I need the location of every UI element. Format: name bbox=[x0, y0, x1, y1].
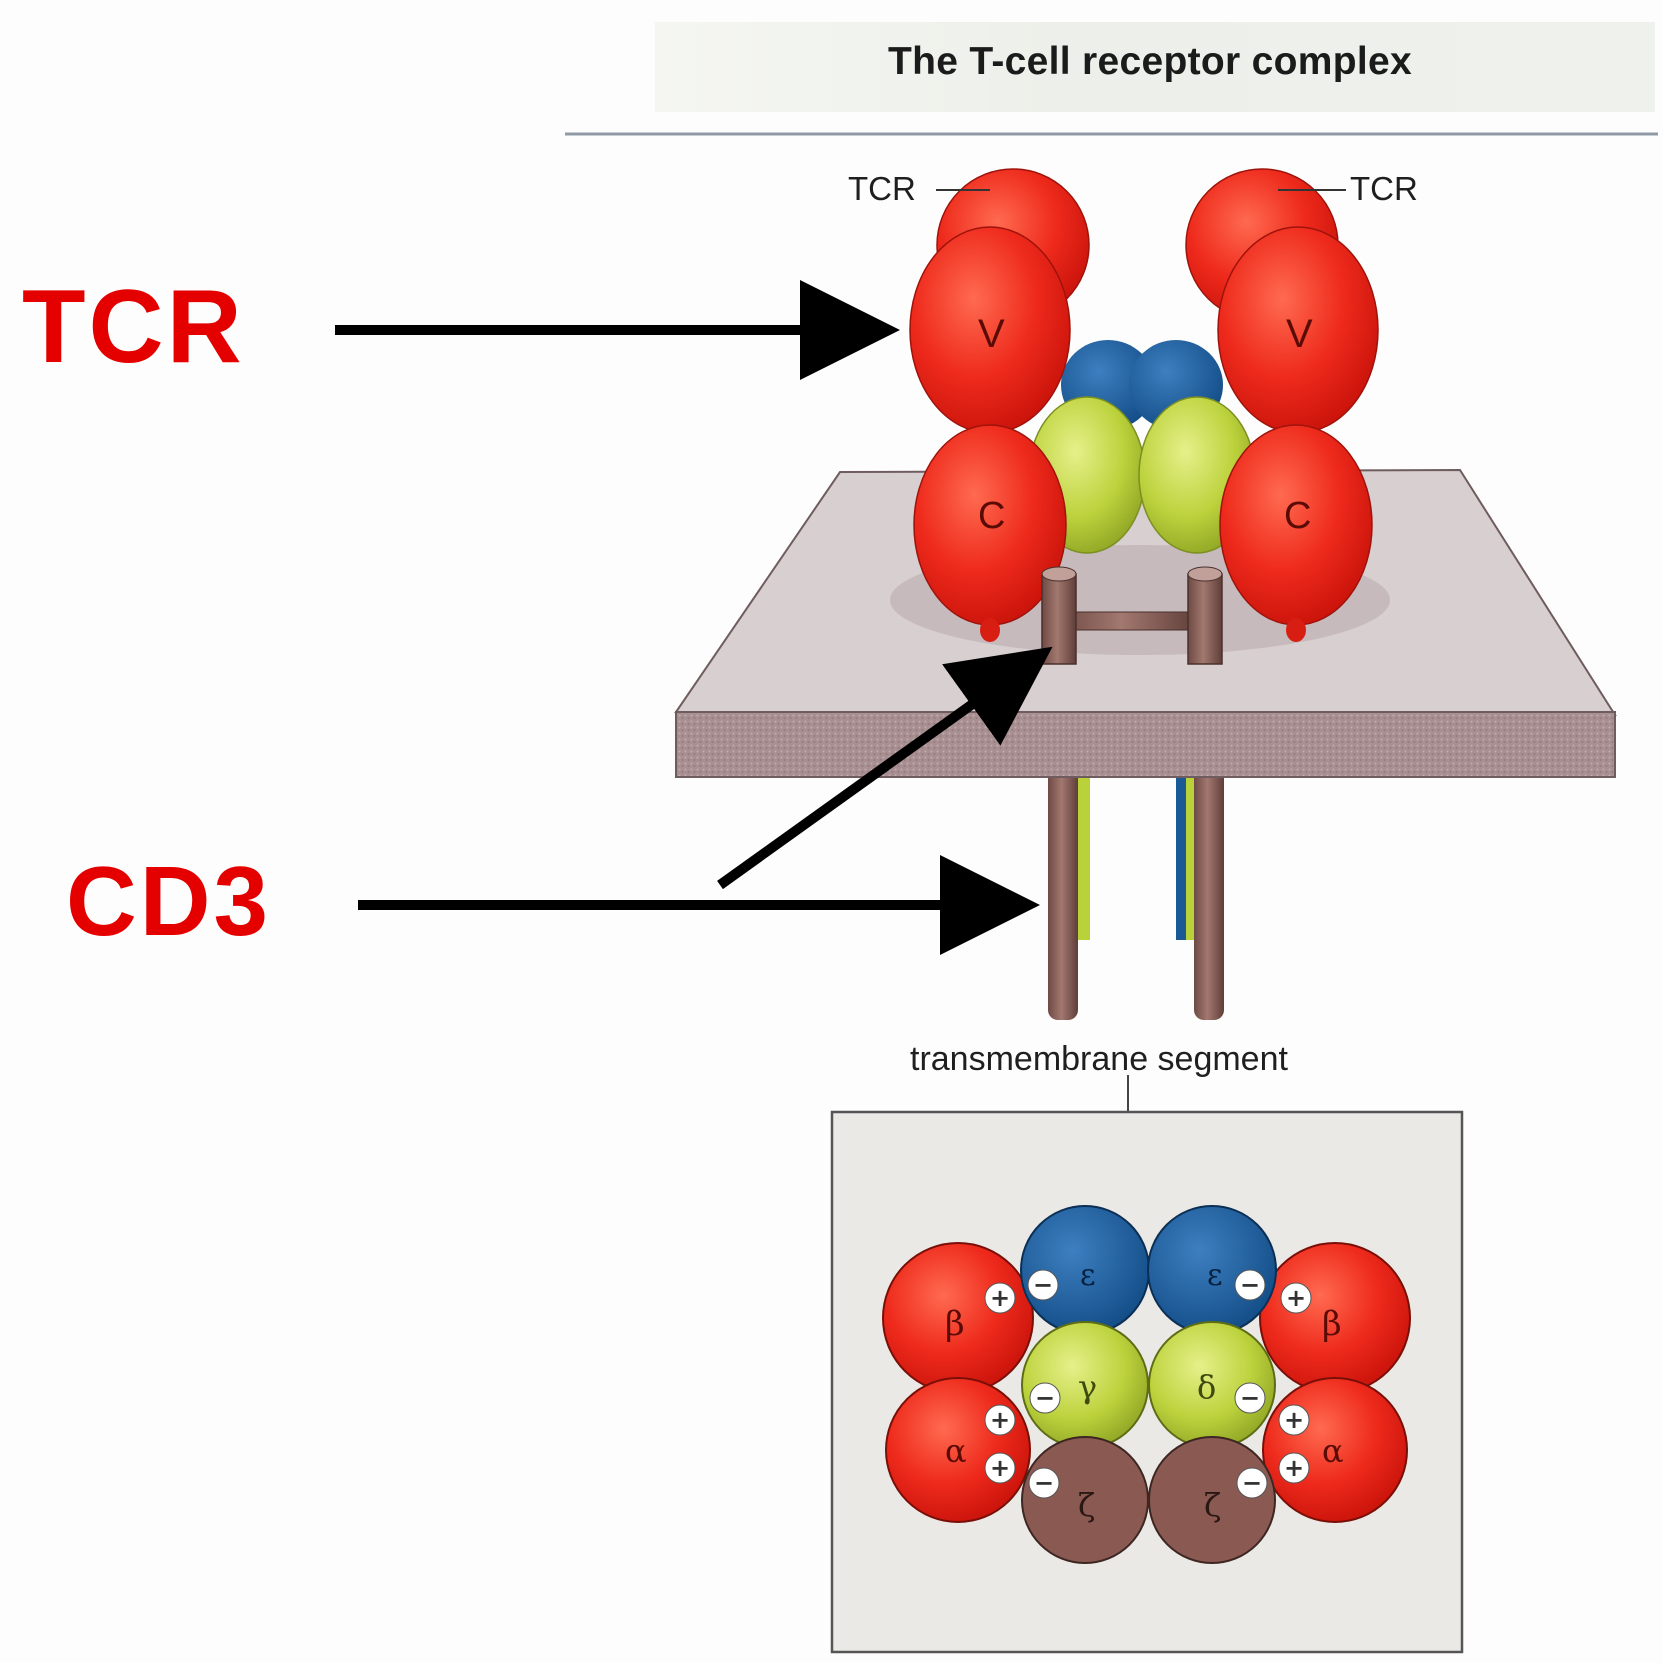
cs-minus-badge: − bbox=[1240, 1271, 1260, 1299]
diagram-title: The T-cell receptor complex bbox=[888, 40, 1412, 83]
cs-gamma-label: γ bbox=[1078, 1368, 1097, 1406]
tcr-right-front bbox=[1217, 226, 1379, 642]
cs-zeta-right-label: ζ bbox=[1204, 1486, 1221, 1524]
cs-minus-badge: − bbox=[1242, 1469, 1262, 1497]
cs-minus-badge: − bbox=[1034, 1469, 1054, 1497]
cs-beta-right-label: β bbox=[1322, 1304, 1342, 1344]
cs-beta-left-label: β bbox=[945, 1304, 965, 1344]
transmembrane-segment-label: transmembrane segment bbox=[910, 1040, 1288, 1078]
cs-epsilon-right-label: ε bbox=[1207, 1258, 1223, 1293]
cs-epsilon-left-label: ε bbox=[1080, 1258, 1096, 1293]
tcr-small-label-left: TCR bbox=[848, 170, 916, 207]
cs-plus-badge: + bbox=[990, 1284, 1010, 1312]
cs-zeta-left-label: ζ bbox=[1078, 1486, 1095, 1524]
cs-delta-label: δ bbox=[1197, 1368, 1216, 1406]
v-domain-label-left: V bbox=[978, 312, 1005, 356]
c-domain-label-left: C bbox=[978, 495, 1005, 537]
cs-plus-badge: + bbox=[1284, 1454, 1304, 1482]
cs-plus-badge: + bbox=[1284, 1406, 1304, 1434]
cs-minus-badge: − bbox=[1035, 1384, 1055, 1412]
cd3-arrow-to-zeta bbox=[717, 646, 1053, 890]
cs-minus-badge: − bbox=[1240, 1384, 1260, 1412]
tcr-small-label-right: TCR bbox=[1350, 170, 1418, 207]
cs-plus-badge: + bbox=[1286, 1284, 1306, 1312]
tcr-big-label: TCR bbox=[22, 269, 245, 385]
cs-alpha-left-label: α bbox=[945, 1432, 967, 1470]
transmembrane-stems bbox=[1048, 760, 1224, 1020]
cd3-big-label: CD3 bbox=[66, 846, 272, 956]
v-domain-label-right: V bbox=[1286, 312, 1313, 356]
cross-section-panel: β β α α ε ε γ δ ζ ζ + − + − − bbox=[830, 1110, 1464, 1654]
cs-alpha-right-label: α bbox=[1322, 1432, 1344, 1470]
cs-minus-badge: − bbox=[1033, 1271, 1053, 1299]
cs-plus-badge: + bbox=[990, 1454, 1010, 1482]
title-band bbox=[655, 22, 1655, 112]
c-domain-label-right: C bbox=[1284, 495, 1311, 537]
cs-plus-badge: + bbox=[990, 1406, 1010, 1434]
tcr-left-front bbox=[909, 226, 1071, 642]
cs-zeta-right bbox=[1148, 1436, 1276, 1564]
